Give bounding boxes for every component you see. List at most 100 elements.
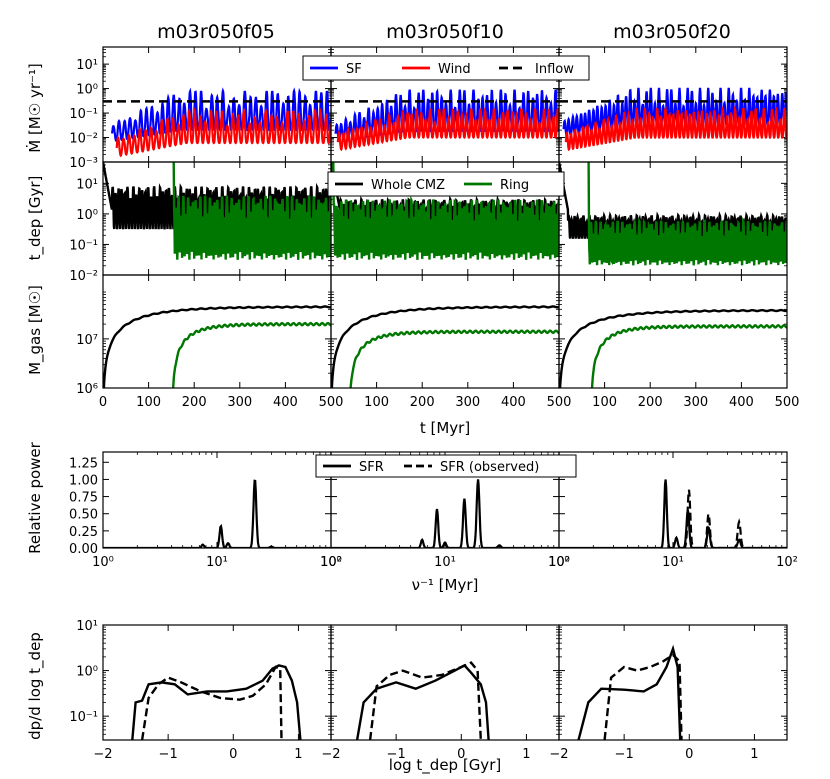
- ytick-label: 1.25: [69, 456, 98, 471]
- ylabel-power: Relative power: [26, 441, 44, 553]
- ytick-label: 0.50: [69, 508, 98, 523]
- series-whole-cmz: [331, 305, 559, 388]
- panel-dist-3: −2 −1 0 1: [549, 624, 788, 762]
- panel-mgas-3: 100 200 300 400 500: [558, 274, 800, 410]
- xtick-label: 10⁰: [320, 555, 342, 570]
- xtick-label: 300: [227, 395, 252, 410]
- panel-power-3: 10⁰ 10¹ 10²: [548, 451, 798, 570]
- plot-area: [103, 87, 331, 158]
- xtick-label: 500: [775, 395, 800, 410]
- ylabel-mdot: Ṁ [M☉ yr⁻¹]: [25, 63, 44, 153]
- plot-area: [355, 661, 490, 740]
- panel-power-1: 0.00 0.25 0.50 0.75 1.00 1.25 10⁰ 10¹ 10²: [69, 451, 342, 570]
- plot-area: [559, 308, 787, 388]
- plot-area: [331, 162, 559, 260]
- plot-area: [559, 479, 787, 548]
- xlabel-logtdep: log t_dep [Gyr]: [389, 756, 501, 775]
- xlabel-period: ν⁻¹ [Myr]: [412, 576, 479, 594]
- series-sf: [562, 87, 787, 137]
- legend-label: SF: [346, 62, 362, 77]
- xtick-label: 10¹: [206, 555, 228, 570]
- ylabel-mgas: M_gas [M☉]: [26, 285, 45, 375]
- xtick-label: −2: [549, 747, 568, 762]
- ytick-label: 0.25: [69, 525, 98, 540]
- xtick-label: 10¹: [662, 555, 684, 570]
- series-ring: [590, 324, 787, 388]
- panel-tdep-1: 10⁻² 10⁻¹ 10⁰ 10¹: [69, 161, 332, 284]
- series-ring: [171, 321, 331, 388]
- series-dist-dashed: [603, 653, 683, 740]
- legend-label: Ring: [500, 178, 529, 193]
- xtick-label: 1: [750, 747, 758, 762]
- xtick-label: −2: [321, 747, 340, 762]
- legend-power: SFR SFR (observed): [315, 454, 577, 478]
- xtick-label: 500: [319, 395, 344, 410]
- xtick-label: 200: [410, 395, 435, 410]
- series-ring: [587, 162, 787, 266]
- xtick-label: −2: [93, 747, 112, 762]
- axes-frame: [558, 274, 788, 389]
- legend-label: Whole CMZ: [371, 178, 445, 193]
- axes-frame: [558, 451, 788, 549]
- xtick-label: 500: [547, 395, 572, 410]
- series-dist-dashed: [140, 665, 283, 740]
- xtick-label: 10⁰: [548, 555, 570, 570]
- xtick-label: 1: [294, 747, 302, 762]
- series-dist-solid: [131, 664, 302, 740]
- ytick-label: 10⁻¹: [69, 710, 98, 725]
- plot-area: [331, 479, 559, 548]
- legend-label: Wind: [438, 62, 471, 77]
- xtick-label: 0: [457, 747, 465, 762]
- xtick-label: 10²: [548, 555, 570, 570]
- ytick-label: 10⁶: [76, 382, 98, 397]
- column-title-3: m03r050f20: [613, 21, 731, 43]
- legend-label: SFR (observed): [440, 460, 539, 475]
- panel-tdep-3: [558, 161, 788, 276]
- axes-frame: [558, 624, 788, 741]
- plot-area: [559, 162, 787, 266]
- ytick-label: 10⁰: [76, 665, 98, 680]
- ytick-label: 10⁻²: [69, 132, 98, 147]
- series-ring: [172, 162, 331, 260]
- panel-mdot-1: 10⁻³ 10⁻² 10⁻¹ 10⁰ 10¹: [69, 46, 332, 171]
- column-title-2: m03r050f10: [386, 21, 504, 43]
- ytick-label: 10⁰: [76, 83, 98, 98]
- series-ring: [349, 329, 559, 388]
- series-ring: [332, 162, 559, 260]
- xtick-label: 1: [522, 747, 530, 762]
- xtick-label: 400: [729, 395, 754, 410]
- ytick-label: 0.75: [69, 491, 98, 506]
- plot-area: [577, 644, 683, 740]
- series-dist-solid: [355, 663, 490, 740]
- series-wind: [115, 107, 331, 158]
- plot-area: [559, 87, 787, 151]
- xtick-label: 300: [455, 395, 480, 410]
- ytick-label: 10⁻¹: [69, 238, 98, 253]
- axes-frame: [330, 624, 560, 741]
- ytick-label: 10⁰: [76, 208, 98, 223]
- panel-dist-1: 10⁻¹ 10⁰ 10¹ −2 −1 0 1: [69, 619, 332, 762]
- ylabel-tdep: t_dep [Gyr]: [26, 176, 45, 261]
- xlabel-time: t [Myr]: [420, 419, 470, 437]
- series-wind: [564, 105, 787, 151]
- xtick-label: 10¹: [434, 555, 456, 570]
- legend-tdep: Whole CMZ Ring: [327, 171, 565, 197]
- series-dist-dashed: [368, 661, 482, 740]
- xtick-label: −1: [387, 747, 406, 762]
- ytick-label: 10¹: [76, 177, 98, 192]
- xtick-label: 200: [638, 395, 663, 410]
- legend-label: SFR: [359, 460, 384, 475]
- series-dist-solid: [577, 644, 682, 740]
- series-sfr-observed: [682, 489, 787, 548]
- plot-area: [131, 664, 302, 740]
- xtick-label: 10²: [320, 555, 342, 570]
- plot-area: [331, 88, 559, 152]
- xtick-label: 400: [501, 395, 526, 410]
- xtick-label: 400: [273, 395, 298, 410]
- panel-mdot-3: [558, 46, 788, 163]
- ytick-label: 1.00: [69, 473, 98, 488]
- xtick-label: 100: [592, 395, 617, 410]
- series-sfr: [103, 479, 331, 548]
- legend-frame: [327, 171, 565, 197]
- legend-frame: [302, 55, 590, 81]
